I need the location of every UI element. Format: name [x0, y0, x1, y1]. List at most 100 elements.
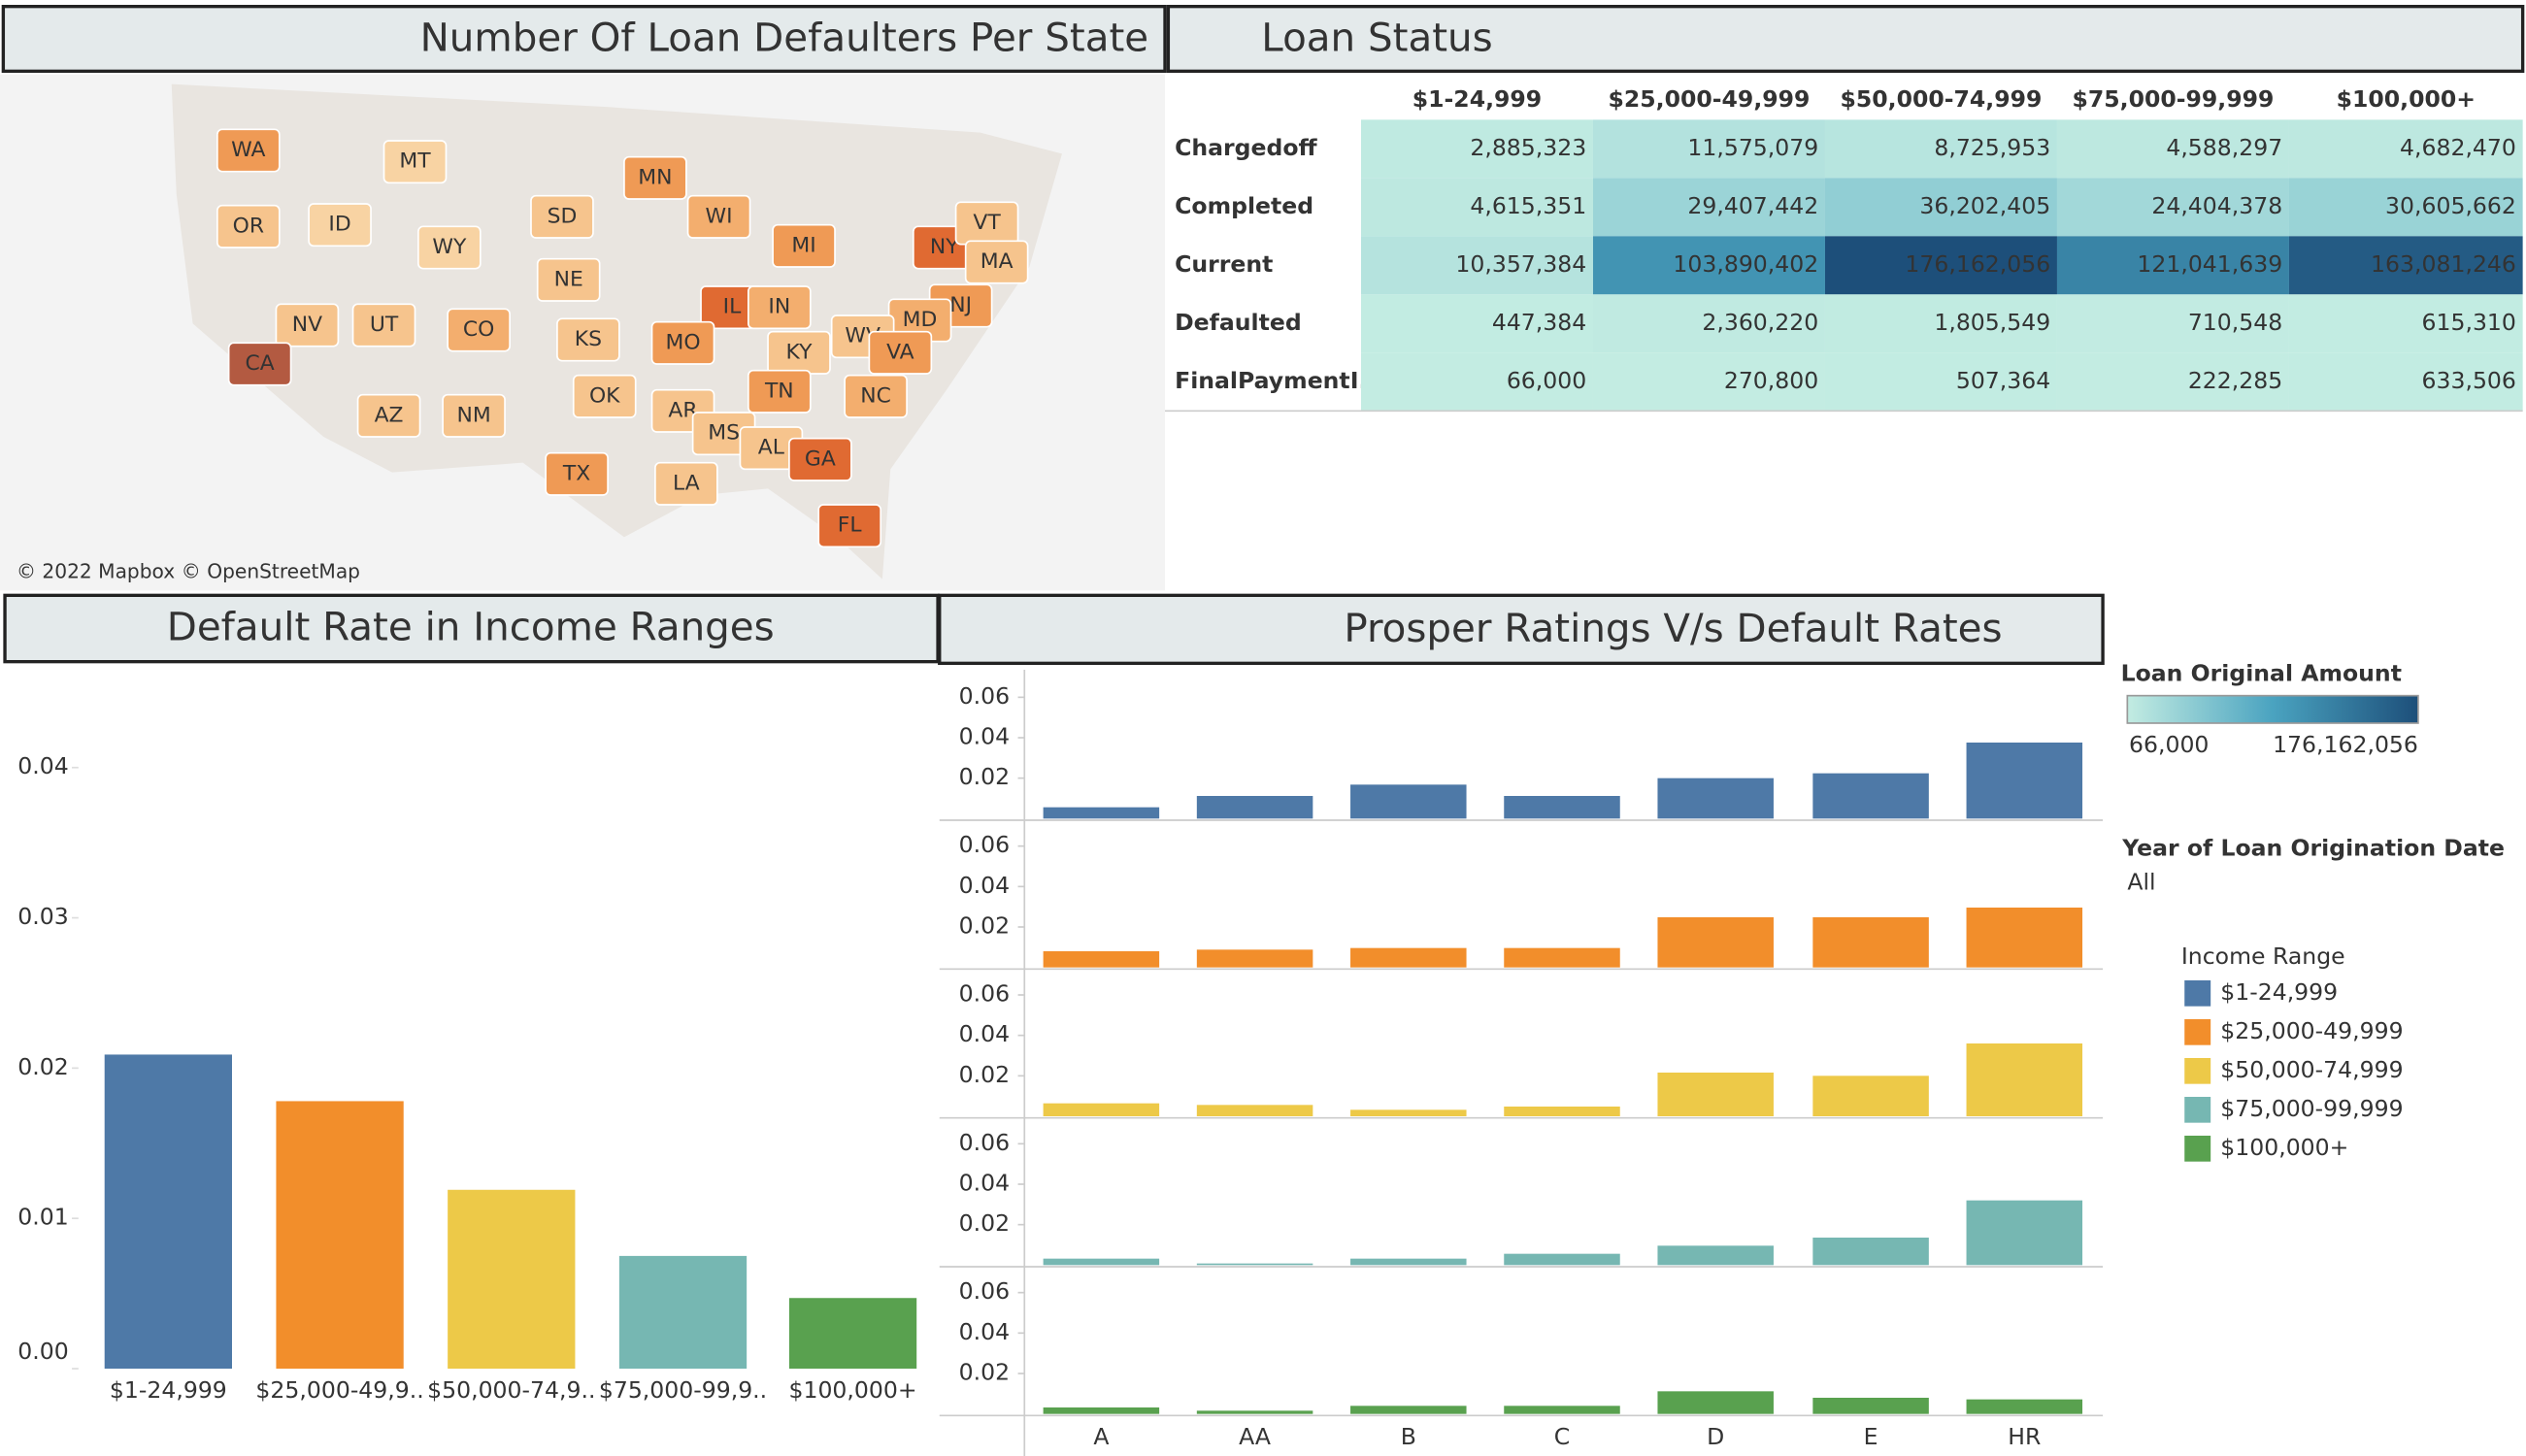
state-label: VA [886, 340, 914, 364]
state-label: TN [764, 379, 794, 403]
legend-swatch [2184, 1136, 2211, 1162]
table-cell [2288, 236, 2523, 295]
bar [1350, 784, 1467, 819]
bar [1504, 1253, 1620, 1266]
state-shape [447, 308, 511, 352]
x-tick-label: $1-24,999 [110, 1376, 227, 1404]
state-label: IL [723, 295, 743, 319]
state-shape [351, 303, 416, 347]
cell-value: 24,404,378 [2151, 192, 2282, 219]
y-tick-label: 0.02 [959, 1209, 1010, 1237]
state-shape [747, 369, 812, 414]
cell-value: 11,575,079 [1687, 134, 1818, 161]
x-tick-label: E [1864, 1423, 1878, 1450]
bar [1196, 1410, 1313, 1414]
cell-value: 633,506 [2422, 367, 2516, 394]
legend-swatch [2184, 1097, 2211, 1123]
cell-value: 103,890,402 [1673, 250, 1818, 278]
table-cell [2288, 119, 2523, 179]
bar [1812, 1075, 1929, 1116]
bar [1812, 1398, 1929, 1414]
table-cell [1824, 236, 2057, 295]
cell-value: 66,000 [1507, 367, 1586, 394]
state-shape [556, 317, 620, 362]
y-tick-label: 0.06 [959, 980, 1010, 1008]
cell-value: 1,805,549 [1934, 309, 2050, 336]
table-cell [1360, 178, 1593, 237]
y-tick-label: 0.06 [959, 1277, 1010, 1305]
state-label: NJ [949, 293, 972, 317]
cell-value: 121,041,639 [2137, 250, 2282, 278]
cell-value: 4,615,351 [1470, 192, 1586, 219]
state-label: NC [860, 383, 891, 408]
bar [1504, 947, 1620, 968]
state-label: WA [231, 138, 266, 162]
title-bar [938, 593, 2105, 665]
state-shape [747, 285, 812, 330]
title-bar [1, 5, 1167, 73]
column-header: $25,000-49,999 [1609, 85, 1811, 113]
state-label: UT [370, 313, 399, 337]
y-tick-label: 0.06 [959, 682, 1010, 710]
state-shape [572, 374, 637, 418]
cell-value: 36,202,405 [1919, 192, 2050, 219]
row-header: Defaulted [1175, 309, 1302, 336]
state-shape [868, 330, 933, 375]
bar [1350, 1258, 1467, 1266]
table-cell [1360, 294, 1593, 353]
state-label: MS [708, 421, 740, 446]
cell-value: 615,310 [2422, 309, 2516, 336]
y-tick-label: 0.01 [17, 1204, 68, 1231]
state-shape [417, 225, 482, 270]
table-cell [1592, 119, 1825, 179]
cell-value: 507,364 [1956, 367, 2050, 394]
state-shape [545, 451, 609, 496]
bar [1657, 1245, 1774, 1266]
state-label: NV [292, 313, 322, 337]
cell-value: 2,360,220 [1702, 309, 1818, 336]
bar [788, 1298, 917, 1369]
state-label: KY [786, 340, 814, 364]
state-label: NE [554, 267, 583, 291]
row-header: Current [1175, 250, 1273, 278]
map-title: Number Of Loan Defaulters Per State [420, 17, 1149, 61]
state-label: GA [805, 447, 836, 471]
y-tick-label: 0.06 [959, 1129, 1010, 1156]
state-shape [356, 393, 421, 438]
state-shape [442, 393, 506, 438]
bar [1196, 949, 1313, 968]
bar [1350, 947, 1467, 968]
bar [1657, 1073, 1774, 1116]
table-cell [2288, 178, 2523, 237]
state-shape [216, 128, 281, 173]
state-label: MA [980, 249, 1014, 274]
bar [1043, 951, 1160, 968]
state-shape [530, 194, 594, 239]
bar [1657, 778, 1774, 819]
table-cell [2056, 236, 2289, 295]
x-tick-label: HR [2008, 1423, 2041, 1450]
bar [1196, 796, 1313, 819]
filter-value: All [2127, 869, 2155, 896]
y-tick-label: 0.02 [17, 1053, 68, 1080]
legend-max: 176,162,056 [2273, 731, 2418, 758]
state-label: NM [456, 403, 490, 427]
column-header: $100,000+ [2337, 85, 2476, 113]
bar [1043, 1103, 1160, 1116]
table-cell [1360, 236, 1593, 295]
table-cell [2056, 352, 2289, 412]
legend-label: $1-24,999 [2220, 978, 2338, 1006]
state-label: MT [399, 149, 431, 174]
state-label: IN [768, 295, 790, 319]
x-tick-label: $25,000-49,9.. [255, 1376, 423, 1404]
table-cell [1824, 352, 2057, 412]
legend-title: Income Range [2181, 943, 2345, 970]
legend-min: 66,000 [2129, 731, 2209, 758]
bar [1966, 1200, 2083, 1266]
state-label: VT [973, 211, 1001, 235]
state-label: MD [903, 308, 938, 332]
state-shape [686, 194, 751, 239]
bar [1504, 1406, 1620, 1414]
bar [1812, 1238, 1929, 1266]
